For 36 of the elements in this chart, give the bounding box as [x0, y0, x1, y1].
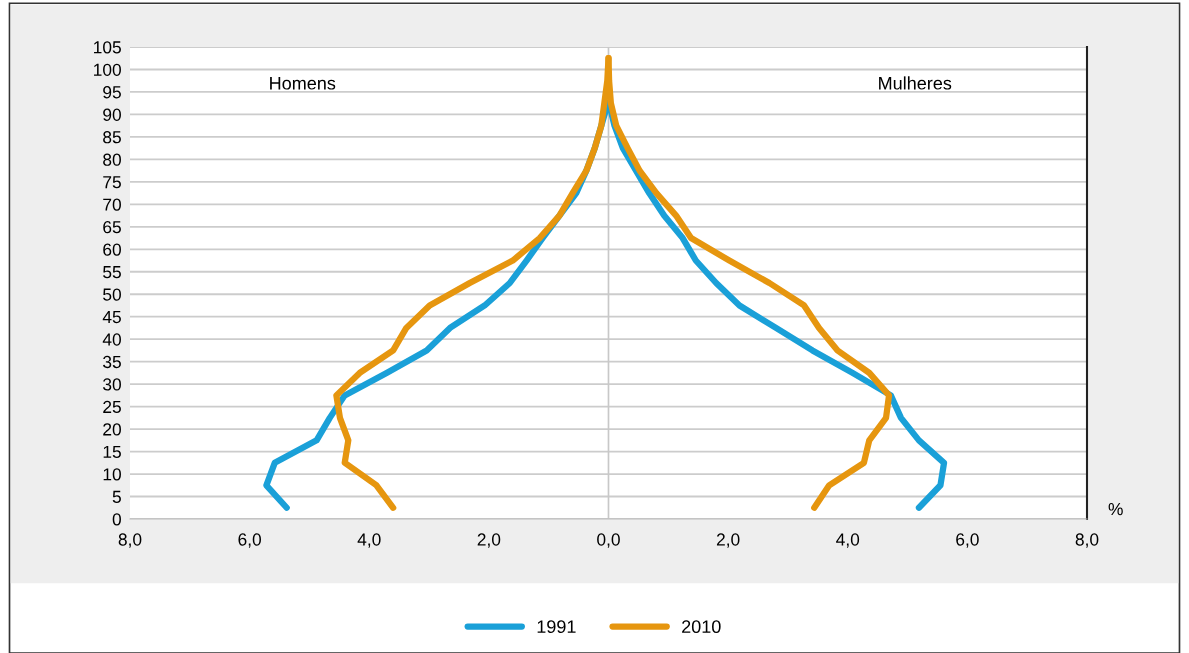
y-tick-label: 0	[112, 513, 121, 526]
y-tick-label: 15	[103, 445, 121, 459]
y-tick-label: 30	[103, 378, 121, 391]
x-axis-title: %	[1108, 503, 1123, 516]
x-tick-label: 2,0	[716, 533, 740, 548]
annotation: Mulheres	[879, 76, 952, 90]
y-tick-label: 95	[103, 86, 121, 99]
y-tick-label: 75	[103, 176, 121, 189]
annotation: Homens	[270, 77, 336, 90]
y-tick-label: 5	[112, 490, 121, 503]
x-tick-label: 6,0	[956, 533, 979, 548]
x-tick-label: 2,0	[477, 533, 501, 548]
x-tick-label: 4,0	[836, 533, 860, 548]
y-tick-label: 20	[103, 423, 121, 436]
y-tick-label: 35	[103, 355, 121, 369]
x-tick-label: 8,0	[1075, 533, 1099, 548]
x-tick-label: 4,0	[357, 533, 381, 548]
y-tick-label: 85	[103, 131, 121, 144]
y-tick-label: 105	[94, 41, 121, 54]
y-tick-label: 65	[103, 220, 121, 234]
legend-label: 1991	[537, 620, 576, 634]
y-tick-label: 55	[103, 266, 121, 279]
y-tick-label: 60	[103, 243, 121, 256]
x-tick-label: 6,0	[238, 533, 262, 548]
y-tick-label: 40	[102, 333, 121, 346]
x-tick-label: 0,0	[597, 533, 620, 548]
y-tick-label: 80	[103, 153, 121, 166]
y-tick-label: 50	[103, 288, 121, 301]
y-tick-label: 10	[103, 468, 121, 481]
y-tick-label: 25	[103, 400, 121, 414]
y-tick-label: 70	[103, 198, 121, 211]
y-tick-label: 100	[94, 63, 121, 76]
legend-label: 2010	[682, 620, 721, 634]
x-tick-label: 8,0	[118, 533, 142, 548]
y-tick-label: 45	[102, 311, 121, 324]
y-tick-label: 90	[103, 108, 121, 121]
